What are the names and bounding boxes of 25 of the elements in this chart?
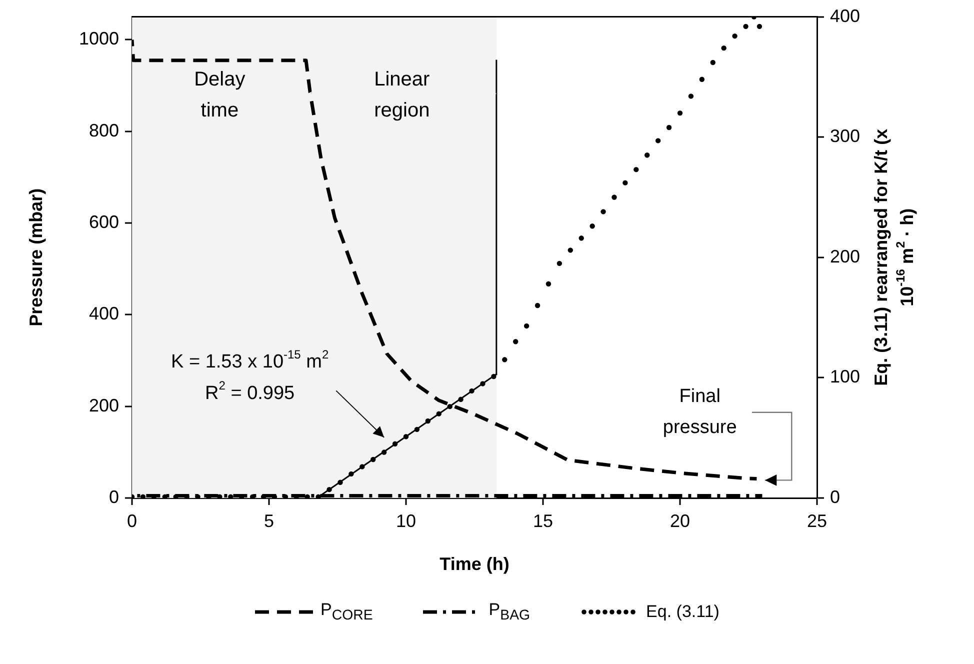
y2-tick-label: 300 bbox=[830, 126, 860, 146]
x-tick-label: 5 bbox=[264, 510, 274, 531]
legend-label: P$_{BAG}$ bbox=[488, 600, 530, 624]
x-tick-label: 15 bbox=[532, 510, 554, 531]
x-tick-label: 0 bbox=[126, 510, 138, 531]
y-tick-label: 600 bbox=[88, 212, 119, 232]
y-tick-label: 1000 bbox=[78, 28, 119, 49]
x-tick-label: 10 bbox=[396, 510, 416, 531]
legend-label: P$_{CORE}$ bbox=[320, 600, 373, 624]
legend-label: Eq. (3.11) bbox=[646, 602, 720, 622]
y2-tick-label: 400 bbox=[830, 6, 860, 26]
band-label: Delay time bbox=[194, 68, 246, 122]
annotation: Final pressure bbox=[662, 386, 737, 438]
y-tick-label: 400 bbox=[88, 304, 119, 324]
y-tick-label: 0 bbox=[108, 486, 119, 507]
band-label: Linear region bbox=[374, 68, 430, 122]
y2-tick-label: 200 bbox=[830, 246, 860, 266]
x-axis-title: Time (h) bbox=[440, 554, 510, 574]
x-tick-label: 25 bbox=[806, 510, 828, 531]
y-axis-title: Pressure (mbar) bbox=[26, 188, 46, 326]
y2-tick-label: 100 bbox=[830, 366, 860, 387]
y-tick-label: 200 bbox=[88, 395, 119, 416]
x-tick-label: 20 bbox=[670, 510, 690, 531]
y-tick-label: 800 bbox=[88, 120, 119, 140]
y2-tick-label: 0 bbox=[830, 486, 840, 507]
